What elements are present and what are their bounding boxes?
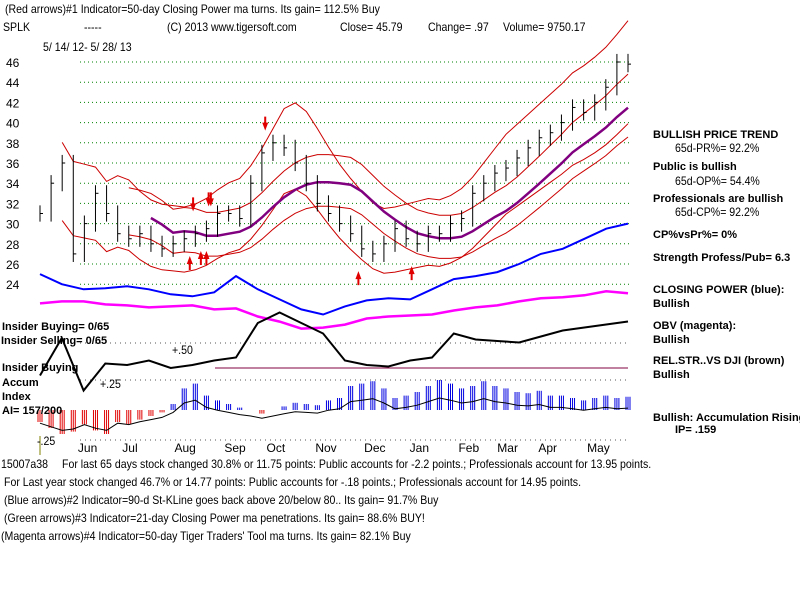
x-tick-label: May — [587, 441, 610, 455]
tick-minus25: -.25 — [37, 434, 56, 448]
upper-band-long — [128, 73, 629, 216]
cp-vs-pr: CP%vsPr%= 0% — [653, 229, 738, 241]
indicator-2: (Blue arrows)#2 Indicator=90-d St-KLine … — [4, 493, 439, 507]
dashes: ----- — [84, 20, 102, 34]
strength-ratio: Strength Profess/Pub= 6.3 — [653, 252, 791, 264]
x-tick-label: Nov — [315, 441, 336, 455]
accum-status: Bullish: Accumulation Rising — [653, 412, 800, 424]
tick-plus25: +.25 — [100, 377, 121, 391]
x-tick-label: Apr — [538, 441, 557, 455]
y-tick-label: 40 — [6, 117, 20, 131]
x-tick-label: Sep — [224, 441, 246, 455]
overlap-text: 15007a38 — [1, 457, 48, 471]
obv-status: Bullish — [653, 334, 690, 346]
x-tick-label: Mar — [497, 441, 518, 455]
lower-band — [61, 123, 629, 274]
accum-label: Accum — [2, 377, 39, 389]
y-tick-label: 46 — [6, 56, 20, 70]
obv-line — [39, 290, 629, 330]
copyright: (C) 2013 www.tigersoft.com — [167, 20, 297, 34]
moving-average-line — [150, 106, 629, 240]
ticker: SPLK — [3, 20, 31, 34]
y-tick-label: 28 — [6, 238, 20, 252]
indicator-4: (Magenta arrows)#4 Indicator=50-day Tige… — [1, 529, 411, 543]
ip-value: IP= .159 — [675, 424, 717, 436]
insider-selling: Insider Selling= 0/65 — [1, 335, 108, 347]
op-pct: 65d-OP%= 54.4% — [675, 174, 760, 188]
change-value: Change= .97 — [428, 20, 489, 34]
buy-arrow-icon — [408, 266, 415, 281]
index-label: Index — [2, 391, 31, 403]
insider-line — [39, 311, 629, 393]
insider-buying-label: Insider Buying — [2, 362, 79, 374]
buy-arrow-icon — [203, 250, 210, 265]
y-tick-label: 32 — [6, 197, 20, 211]
volume-value: Volume= 9750.17 — [503, 20, 586, 34]
y-tick-label: 44 — [6, 76, 20, 90]
public-status: Public is bullish — [653, 161, 737, 173]
pr-pct: 65d-PR%= 92.2% — [675, 141, 760, 155]
closing-power-label: CLOSING POWER (blue): — [653, 284, 785, 296]
professionals-status: Professionals are bullish — [653, 193, 784, 205]
upper-band — [61, 20, 629, 210]
cp-pct: 65d-CP%= 92.2% — [675, 205, 760, 219]
relstr-status: Bullish — [653, 369, 690, 381]
relstr-label: REL.STR..VS DJI (brown) — [653, 355, 785, 367]
y-tick-label: 42 — [6, 96, 20, 110]
closing-power-status: Bullish — [653, 298, 690, 310]
close-value: Close= 45.79 — [340, 20, 403, 34]
x-tick-label: Jul — [122, 441, 137, 455]
ai-value: AI= 157/200 — [2, 405, 63, 417]
y-tick-label: 34 — [6, 177, 20, 191]
sell-arrow-icon — [190, 197, 197, 212]
tick-plus50: +.50 — [172, 343, 193, 357]
closing-power-line — [39, 222, 629, 316]
x-tick-label: Feb — [458, 441, 479, 455]
price-trend: BULLISH PRICE TREND — [653, 129, 779, 141]
y-tick-label: 38 — [6, 137, 20, 151]
y-tick-label: 24 — [6, 278, 20, 292]
lower-band-long — [128, 136, 629, 259]
x-tick-label: Aug — [174, 441, 195, 455]
date-range: 5/ 14/ 12- 5/ 28/ 13 — [43, 40, 132, 54]
x-tick-label: Jun — [78, 441, 97, 455]
sell-arrow-icon — [262, 116, 269, 131]
x-tick-label: Jan — [410, 441, 429, 455]
obv-label: OBV (magenta): — [653, 320, 737, 332]
footer-65days: For last 65 days stock changed 30.8% or … — [62, 457, 652, 471]
y-tick-label: 30 — [6, 218, 20, 232]
x-tick-label: Dec — [364, 441, 385, 455]
footer-year: For Last year stock changed 46.7% or 14.… — [4, 475, 582, 489]
buy-arrow-icon — [355, 271, 362, 286]
sell-arrow-icon — [207, 192, 214, 207]
indicator-1-title: (Red arrows)#1 Indicator=50-day Closing … — [5, 2, 380, 16]
y-tick-label: 26 — [6, 258, 20, 272]
insider-buying: Insider Buying= 0/65 — [2, 321, 110, 333]
accum-ma-line — [39, 397, 629, 431]
buy-arrow-icon — [186, 256, 193, 270]
y-tick-label: 36 — [6, 157, 20, 171]
x-tick-label: Oct — [267, 441, 286, 455]
buy-arrow-icon — [197, 250, 204, 265]
indicator-3: (Green arrows)#3 Indicator=21-day Closin… — [4, 511, 425, 525]
